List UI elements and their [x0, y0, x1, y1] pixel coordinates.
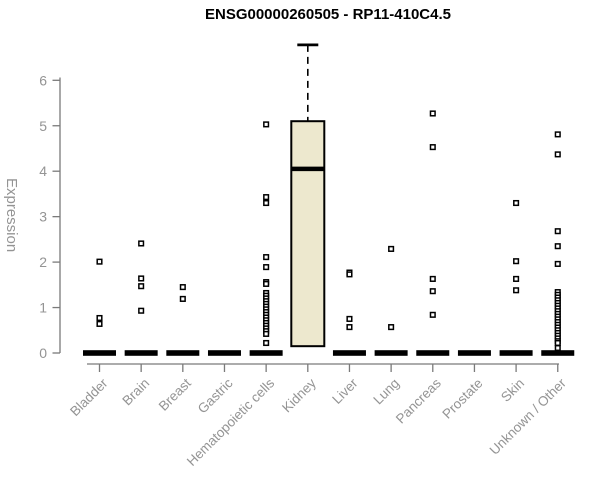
collapsed-box [207, 350, 241, 356]
outlier-point [554, 131, 561, 138]
chart-title: ENSG00000260505 - RP11-410C4.5 [205, 6, 451, 23]
y-axis-label: Expression [3, 178, 20, 252]
boxplot-bladder [83, 258, 116, 356]
y-tick-label: 4 [39, 163, 47, 179]
outlier-point [429, 288, 436, 295]
outlier-point [554, 344, 561, 352]
outlier-point [138, 275, 145, 282]
collapsed-box [416, 350, 450, 356]
outlier-point [263, 254, 270, 261]
x-category-label: Unknown / Other [487, 375, 570, 458]
outlier-point [138, 240, 145, 247]
boxplot-kidney [290, 43, 326, 348]
outlier-point [96, 320, 103, 327]
outlier-point [513, 258, 520, 265]
outlier-point [263, 280, 270, 287]
outlier-point [388, 324, 395, 331]
outlier-point [263, 330, 270, 337]
outlier-point [554, 228, 561, 235]
x-category-label: Kidney [279, 375, 319, 415]
y-tick-label: 1 [39, 300, 47, 316]
collapsed-box [332, 350, 366, 356]
y-tick-label: 6 [39, 72, 47, 88]
collapsed-box [457, 350, 491, 356]
outlier-point [138, 283, 145, 290]
outlier-point [263, 339, 270, 347]
x-category-label: Skin [498, 376, 527, 405]
x-category-label: Brain [119, 376, 152, 409]
outlier-point [346, 271, 353, 278]
boxplot-gastric [207, 350, 241, 356]
boxplot-pancreas [416, 110, 450, 356]
outlier-point [554, 260, 561, 267]
outlier-point [179, 295, 186, 302]
outlier-point [346, 315, 353, 322]
boxplot-breast [166, 284, 200, 356]
boxplot-hematopoietic-cells [249, 121, 283, 356]
x-category-label: Bladder [67, 375, 111, 419]
boxplot-unknown-other [541, 131, 575, 356]
boxplot-prostate [457, 350, 491, 356]
outlier-point [96, 258, 103, 265]
outlier-point [429, 311, 436, 318]
collapsed-box [541, 350, 575, 356]
outlier-point [513, 287, 520, 294]
collapsed-box [249, 350, 283, 356]
outlier-point [513, 199, 520, 207]
outlier-point [179, 284, 186, 291]
outlier-point [346, 324, 353, 331]
outlier-point [554, 151, 561, 158]
box [290, 120, 326, 348]
outlier-point [263, 264, 270, 271]
outlier-point [554, 339, 561, 347]
boxplot-liver [332, 269, 366, 356]
x-category-label: Liver [329, 375, 361, 407]
outlier-point [388, 245, 395, 252]
x-category-label: Pancreas [393, 375, 444, 426]
outlier-point [263, 121, 270, 128]
y-tick-label: 5 [39, 118, 47, 134]
y-tick-label: 2 [39, 254, 47, 270]
boxplot-brain [124, 240, 158, 356]
boxplot-skin [499, 199, 533, 356]
outlier-point [138, 307, 145, 314]
outlier-point [263, 194, 270, 201]
outlier-point [96, 314, 103, 322]
outlier-point [429, 110, 436, 117]
collapsed-box [166, 350, 200, 356]
collapsed-box [374, 350, 408, 356]
x-category-label: Prostate [439, 376, 485, 422]
outlier-point [263, 199, 270, 207]
y-tick-label: 3 [39, 209, 47, 225]
outlier-point [429, 275, 436, 282]
collapsed-box [83, 350, 116, 356]
collapsed-box [499, 350, 533, 356]
outlier-point [429, 144, 436, 151]
x-category-label: Breast [156, 375, 194, 413]
outlier-point [513, 275, 520, 282]
outlier-point [554, 243, 561, 250]
x-category-label: Lung [370, 376, 402, 408]
y-tick-label: 0 [39, 345, 47, 361]
collapsed-box [124, 350, 158, 356]
boxplot-lung [374, 245, 408, 356]
x-category-label: Gastric [195, 375, 236, 416]
